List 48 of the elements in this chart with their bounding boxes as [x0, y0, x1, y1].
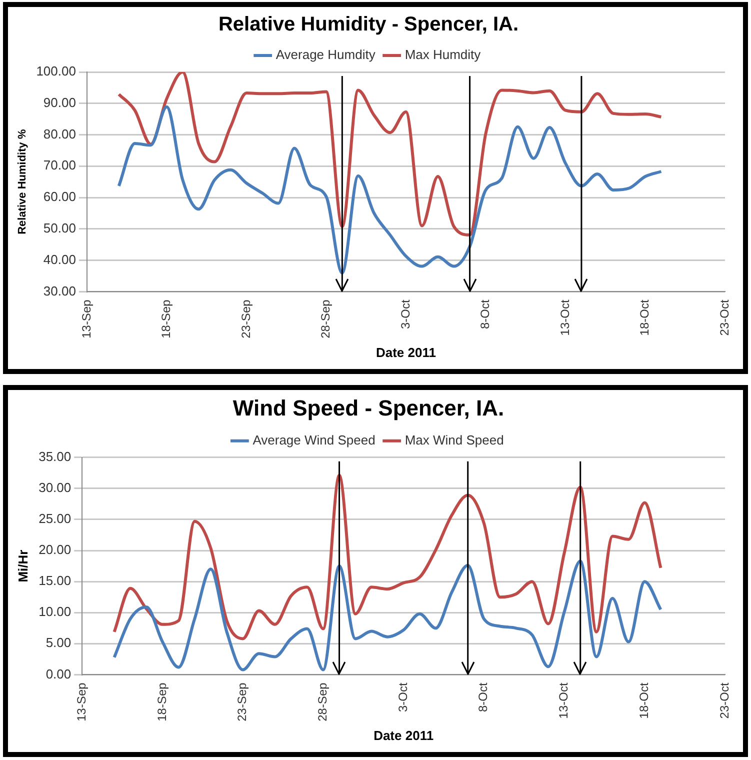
y-tick-label: 20.00: [38, 542, 72, 558]
x-tick-label: 23-Oct: [717, 299, 732, 336]
line-series: [117, 105, 663, 274]
y-tick-label: 100.00: [36, 64, 76, 79]
x-axis-title: Date 2011: [376, 344, 436, 360]
y-tick-label: 80.00: [43, 126, 76, 142]
x-tick-label: 23-Oct: [717, 682, 732, 719]
legend-label: Max Humdity: [404, 47, 482, 62]
y-tick-label: 25.00: [38, 511, 72, 526]
legend-label: Max Wind Speed: [404, 432, 504, 448]
x-tick-label: 23-Sep: [238, 299, 253, 338]
x-tick-label: 3-Oct: [398, 299, 412, 330]
x-tick-label: 13-Oct: [556, 682, 571, 719]
y-tick-label: 35.00: [38, 448, 72, 464]
x-tick-label: 23-Sep: [235, 682, 250, 722]
line-series: [112, 474, 662, 640]
y-tick-label: 40.00: [43, 252, 76, 267]
y-axis-title: Mi/Hr: [15, 550, 30, 582]
x-tick-label: 18-Oct: [636, 682, 651, 719]
y-tick-label: 60.00: [43, 189, 76, 204]
x-axis-title: Date 2011: [374, 728, 434, 743]
y-tick-label: 0.00: [46, 666, 72, 682]
line-series: [112, 560, 662, 672]
y-tick-label: 30.00: [38, 480, 72, 496]
x-tick-label: 28-Sep: [316, 682, 330, 722]
y-tick-label: 90.00: [43, 94, 76, 110]
line-series: [117, 72, 663, 236]
y-tick-label: 70.00: [43, 158, 76, 173]
x-tick-label: 18-Sep: [159, 299, 174, 338]
y-tick-label: 5.00: [46, 635, 72, 650]
x-tick-label: 18-Oct: [638, 299, 652, 336]
x-tick-label: 8-Oct: [478, 299, 492, 330]
x-tick-label: 3-Oct: [396, 682, 410, 712]
y-tick-label: 10.00: [38, 604, 72, 620]
x-tick-label: 13-Sep: [79, 299, 94, 338]
y-tick-label: 50.00: [43, 220, 76, 236]
y-tick-label: 15.00: [38, 573, 72, 588]
legend-label: Average Humdity: [276, 47, 376, 62]
x-tick-label: 28-Sep: [318, 299, 333, 338]
x-tick-label: 18-Sep: [154, 682, 169, 722]
x-tick-label: 13-Sep: [74, 682, 88, 722]
x-tick-label: 8-Oct: [476, 682, 490, 712]
x-tick-label: 13-Oct: [558, 299, 572, 336]
chart-title: Relative Humidity - Spencer, IA.: [218, 14, 519, 36]
legend-label: Average Wind Speed: [252, 432, 376, 448]
chart-title: Wind Speed - Spencer, IA.: [232, 395, 504, 420]
y-tick-label: 30.00: [43, 283, 76, 298]
y-axis-title: Relative Humidity %: [16, 129, 29, 234]
